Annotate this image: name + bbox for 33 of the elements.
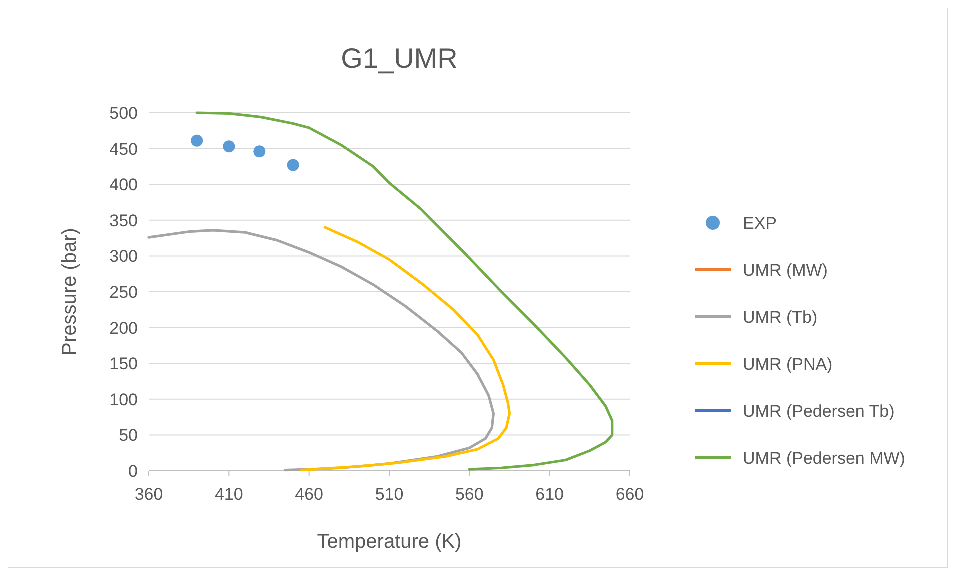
y-tick-label: 350	[110, 211, 138, 230]
x-tick-label: 610	[536, 485, 564, 504]
legend-label: UMR (Pedersen Tb)	[743, 402, 895, 421]
x-tick-label: 560	[455, 485, 484, 504]
point	[223, 140, 236, 153]
y-tick-label: 250	[110, 282, 138, 302]
chart-title: G1_UMR	[341, 43, 458, 74]
x-tick-label: 410	[214, 485, 244, 504]
y-tick-label: 100	[110, 390, 138, 410]
y-tick-label: 400	[110, 176, 138, 195]
legend-label: UMR (Tb)	[743, 308, 818, 327]
legend-label: UMR (Pedersen MW)	[743, 448, 906, 468]
y-axis-title: Pressure (bar)	[59, 228, 81, 356]
x-tick-label: 510	[375, 485, 404, 504]
point	[287, 159, 300, 172]
line-series	[196, 112, 614, 471]
legend-label: UMR (MW)	[743, 260, 828, 280]
x-tick-label: 660	[616, 485, 644, 504]
y-tick-label: 450	[110, 140, 138, 159]
y-tick-label: 200	[110, 318, 138, 338]
legend-label: EXP	[743, 214, 778, 233]
line-series	[300, 226, 512, 472]
y-tick-label: 50	[119, 426, 138, 446]
x-tick-label: 360	[134, 485, 164, 504]
y-tick-label: 150	[110, 354, 138, 374]
x-tick-label: 460	[295, 485, 324, 504]
y-tick-label: 500	[110, 104, 138, 123]
y-tick-label: 0	[128, 462, 138, 481]
x-axis-title: Temperature (K)	[317, 531, 462, 553]
point	[191, 134, 204, 147]
y-tick-label: 300	[110, 247, 138, 266]
legend-label: UMR (PNA)	[743, 354, 833, 374]
point	[254, 146, 266, 158]
